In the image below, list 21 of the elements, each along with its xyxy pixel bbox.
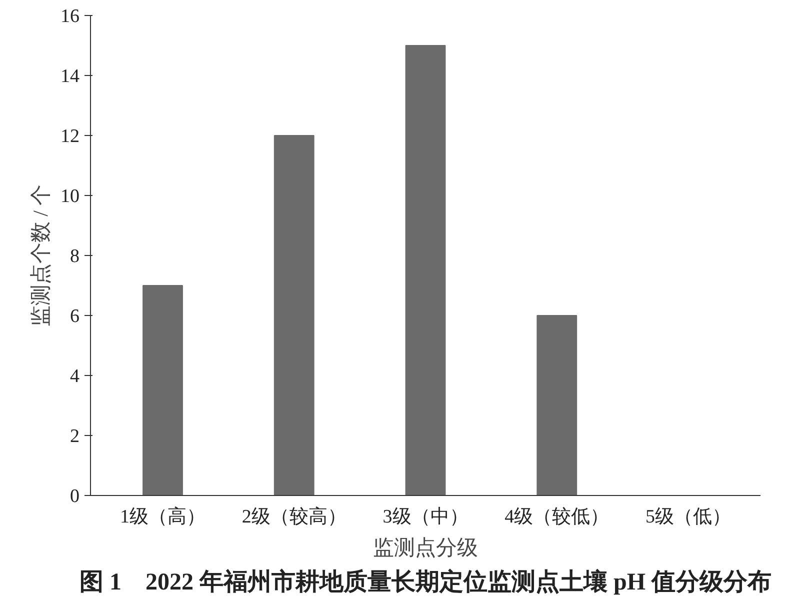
y-tick-label: 0 — [70, 486, 80, 507]
x-tick-label: 2级（较高） — [242, 506, 346, 528]
bar — [536, 315, 578, 496]
y-axis-title: 监测点个数 / 个 — [28, 184, 52, 327]
y-tick-label: 2 — [70, 426, 80, 447]
y-tick-label: 16 — [60, 6, 80, 27]
y-tick-label: 14 — [60, 66, 80, 87]
x-tick-label: 4级（较低） — [504, 506, 610, 528]
y-tick-label: 4 — [70, 366, 80, 387]
bar — [142, 285, 183, 496]
text: 图 1 2022 年福州市耕地质量长期定位监测点土壤 pH 值分级分布 — [79, 568, 772, 596]
x-tick-label: 1级（高） — [120, 506, 206, 528]
bar — [405, 45, 446, 496]
y-tick-label: 6 — [70, 306, 80, 327]
bar — [274, 135, 314, 496]
x-axis-title: 监测点分级 — [373, 536, 478, 560]
y-tick-label: 10 — [60, 186, 80, 207]
y-tick-label: 12 — [60, 126, 80, 147]
x-tick-label: 3级（中） — [382, 506, 468, 528]
y-tick-label: 8 — [70, 246, 80, 267]
x-tick-label: 5级（低） — [645, 506, 731, 528]
